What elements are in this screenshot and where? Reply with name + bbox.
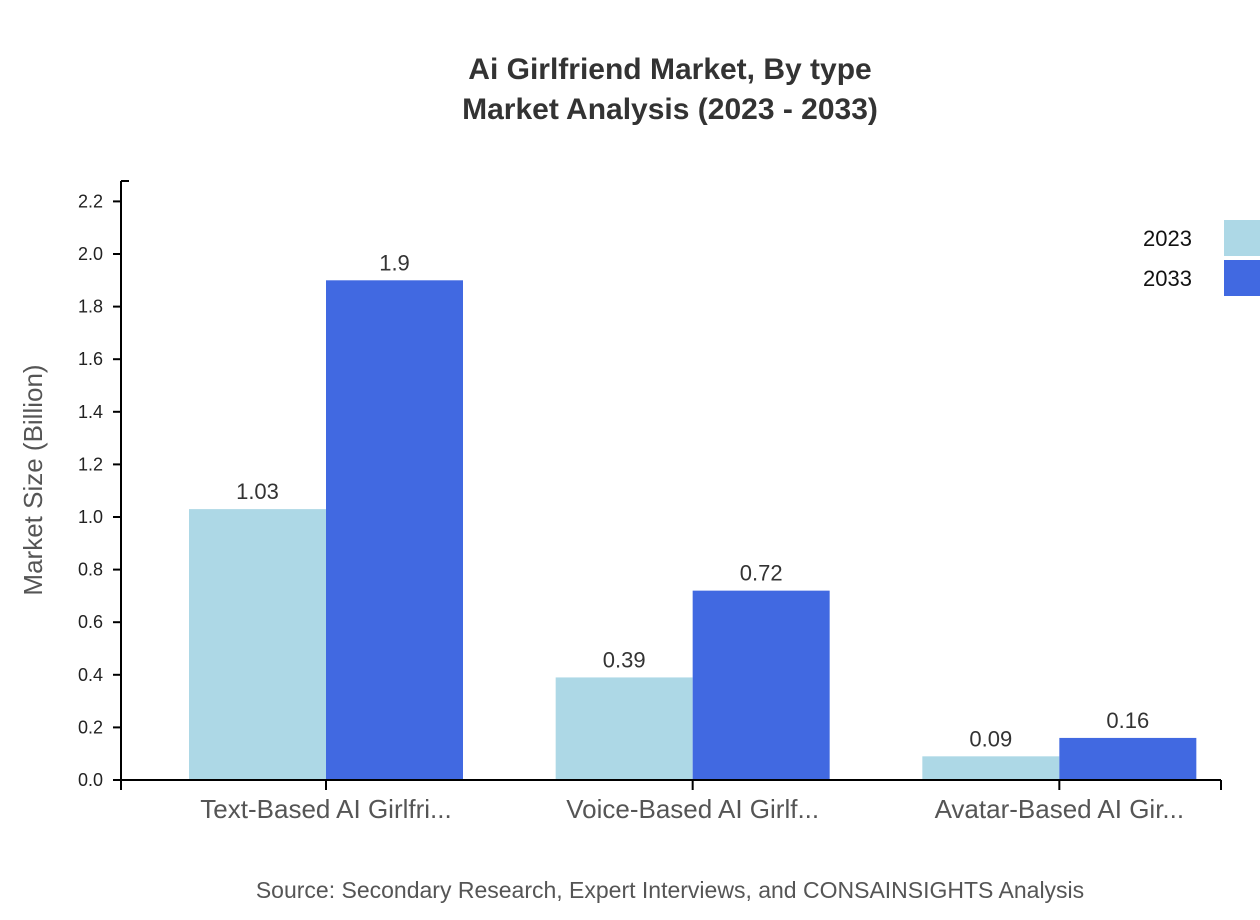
chart-title-line1: Ai Girlfriend Market, By type (468, 53, 872, 86)
y-tick-label: 1.0 (78, 507, 103, 527)
y-tick-label: 0.6 (78, 612, 103, 632)
bar-2023 (555, 677, 693, 780)
chart-title: Ai Girlfriend Market, By type Market Ana… (0, 50, 1260, 130)
bar-value-label: 0.09 (969, 726, 1012, 751)
y-tick-label: 0.4 (78, 665, 103, 685)
source-note: Source: Secondary Research, Expert Inter… (255, 877, 1085, 903)
y-tick-label: 2.0 (78, 244, 103, 264)
y-tick-label: 2.2 (78, 191, 103, 211)
legend-swatch-2023 (1224, 220, 1260, 256)
bar-2023 (922, 756, 1060, 780)
bar-2033 (1059, 737, 1197, 780)
bar-value-label: 1.03 (236, 479, 279, 504)
y-tick-label: 1.4 (78, 402, 103, 422)
y-tick-label: 1.8 (78, 297, 103, 317)
bar-2033 (692, 590, 830, 780)
legend-label-2033: 2033 (1143, 266, 1192, 291)
bar-value-label: 0.39 (603, 647, 646, 672)
x-tick-label: Text-Based AI Girlfri... (200, 794, 451, 824)
bar-value-label: 0.72 (740, 561, 783, 586)
bar-value-label: 1.9 (379, 250, 410, 275)
x-tick-label: Avatar-Based AI Gir... (935, 794, 1185, 824)
legend-swatch-2033 (1224, 260, 1260, 296)
x-tick-label: Voice-Based AI Girlf... (566, 794, 819, 824)
bar-2033 (326, 280, 463, 780)
y-tick-label: 1.6 (78, 349, 103, 369)
y-axis-label: Market Size (Billion) (18, 364, 48, 595)
y-tick-label: 1.2 (78, 454, 103, 474)
bar-value-label: 0.16 (1106, 708, 1149, 733)
legend-label-2023: 2023 (1143, 226, 1192, 251)
chart-title-line2: Market Analysis (2023 - 2033) (462, 93, 878, 126)
y-tick-label: 0.2 (78, 717, 103, 737)
bar-2023 (189, 509, 326, 780)
y-tick-label: 0.8 (78, 560, 103, 580)
y-tick-label: 0.0 (78, 770, 103, 790)
